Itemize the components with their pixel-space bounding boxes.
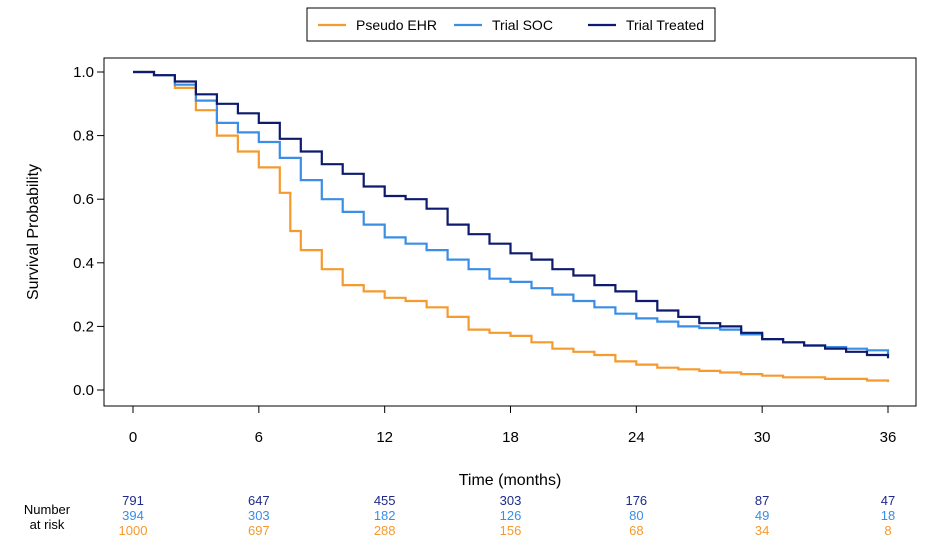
legend-label-trial-treated: Trial Treated [626, 17, 704, 33]
y-axis: 0.0 0.2 0.4 0.6 0.8 1.0 [73, 64, 105, 399]
risk-value: 126 [500, 508, 522, 523]
x-axis-title: Time (months) [459, 472, 562, 489]
series-layer [133, 70, 890, 383]
risk-value: 80 [629, 508, 643, 523]
risk-value: 394 [122, 508, 144, 523]
x-tick-label: 12 [376, 429, 393, 446]
legend-box [306, 7, 716, 42]
x-tick-label: 0 [129, 429, 137, 446]
plot-frame [103, 57, 917, 407]
x-axis: 0 6 12 18 24 30 36 [129, 405, 897, 446]
risk-table-title-line2: at risk [30, 517, 65, 532]
risk-value: 791 [122, 493, 144, 508]
x-tick-label: 36 [880, 429, 897, 446]
legend-label-trial-soc: Trial SOC [492, 17, 553, 33]
risk-table-title-line1: Number [24, 502, 71, 517]
risk-value: 68 [629, 523, 643, 538]
x-tick-label: 24 [628, 429, 645, 446]
y-axis-title: Survival Probability [25, 164, 42, 300]
series-line-pseudo-ehr [133, 70, 890, 383]
y-tick-label: 0.8 [73, 128, 94, 145]
legend: Pseudo EHR Trial SOC Trial Treated [306, 7, 716, 42]
risk-value: 8 [884, 523, 891, 538]
risk-value: 49 [755, 508, 769, 523]
risk-value: 176 [625, 493, 647, 508]
risk-value: 18 [881, 508, 895, 523]
y-tick-label: 0.0 [73, 382, 94, 399]
risk-value: 87 [755, 493, 769, 508]
y-tick-label: 0.4 [73, 255, 94, 272]
risk-value: 182 [374, 508, 396, 523]
risk-value: 1000 [119, 523, 148, 538]
risk-value: 288 [374, 523, 396, 538]
x-tick-label: 18 [502, 429, 519, 446]
legend-label-pseudo-ehr: Pseudo EHR [356, 17, 437, 33]
y-tick-label: 0.2 [73, 318, 94, 335]
risk-value: 156 [500, 523, 522, 538]
series-line-trial-treated [133, 70, 890, 359]
y-tick-label: 0.6 [73, 191, 94, 208]
risk-value: 697 [248, 523, 270, 538]
y-tick-label: 1.0 [73, 64, 94, 81]
x-tick-label: 30 [754, 429, 771, 446]
risk-value: 455 [374, 493, 396, 508]
risk-table: Number at risk 791 647 455 303 176 87 47 394 303… [24, 493, 895, 538]
risk-value: 34 [755, 523, 769, 538]
x-tick-label: 6 [255, 429, 263, 446]
series-line-trial-soc [133, 70, 890, 355]
risk-value: 303 [500, 493, 522, 508]
risk-value: 303 [248, 508, 270, 523]
risk-value: 647 [248, 493, 270, 508]
risk-value: 47 [881, 493, 895, 508]
